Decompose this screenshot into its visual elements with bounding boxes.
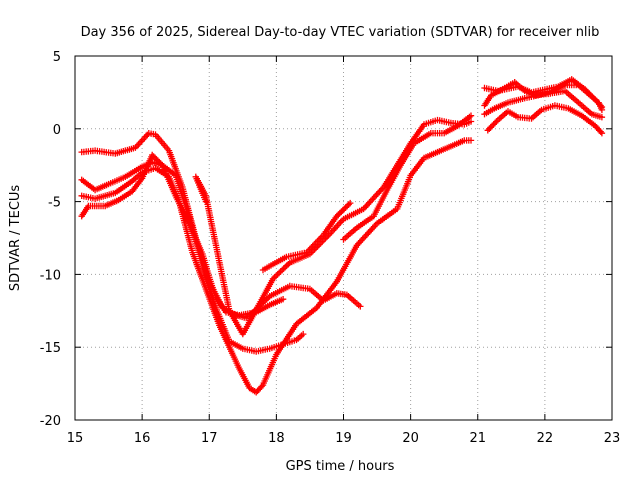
x-tick-label: 21 bbox=[469, 431, 486, 446]
y-tick-label: 0 bbox=[53, 123, 61, 138]
series-track-10 bbox=[481, 79, 606, 121]
x-tick-label: 18 bbox=[268, 431, 285, 446]
x-axis-label: GPS time / hours bbox=[286, 459, 395, 474]
plot-frame bbox=[74, 55, 613, 421]
x-tick-label: 23 bbox=[604, 431, 621, 446]
series-track-4 bbox=[78, 151, 287, 319]
series-track-5 bbox=[192, 116, 475, 338]
data-series bbox=[78, 76, 606, 396]
series-track-6 bbox=[259, 199, 354, 274]
x-tick-label: 16 bbox=[134, 431, 151, 446]
y-tick-label: -10 bbox=[40, 268, 61, 283]
x-tick-label: 15 bbox=[67, 431, 84, 446]
series-track-1 bbox=[78, 130, 364, 322]
chart-title: Day 356 of 2025, Sidereal Day-to-day VTE… bbox=[81, 25, 600, 40]
series-track-3 bbox=[78, 137, 475, 396]
x-tick-label: 20 bbox=[402, 431, 419, 446]
series-track-11 bbox=[484, 102, 606, 137]
y-axis-label: SDTVAR / TECUs bbox=[8, 185, 23, 292]
y-tick-label: -5 bbox=[48, 196, 61, 211]
axis-ticks: 15 16 17 18 19 20 21 22 23 5 0 -5 -10 -15 -20 bbox=[40, 50, 621, 446]
y-tick-label: -20 bbox=[40, 414, 61, 429]
y-tick-label: -15 bbox=[40, 341, 61, 356]
y-tick-label: 5 bbox=[53, 50, 61, 65]
x-tick-label: 19 bbox=[335, 431, 352, 446]
x-tick-label: 22 bbox=[537, 431, 554, 446]
series-track-7 bbox=[340, 112, 475, 243]
x-tick-label: 17 bbox=[201, 431, 218, 446]
